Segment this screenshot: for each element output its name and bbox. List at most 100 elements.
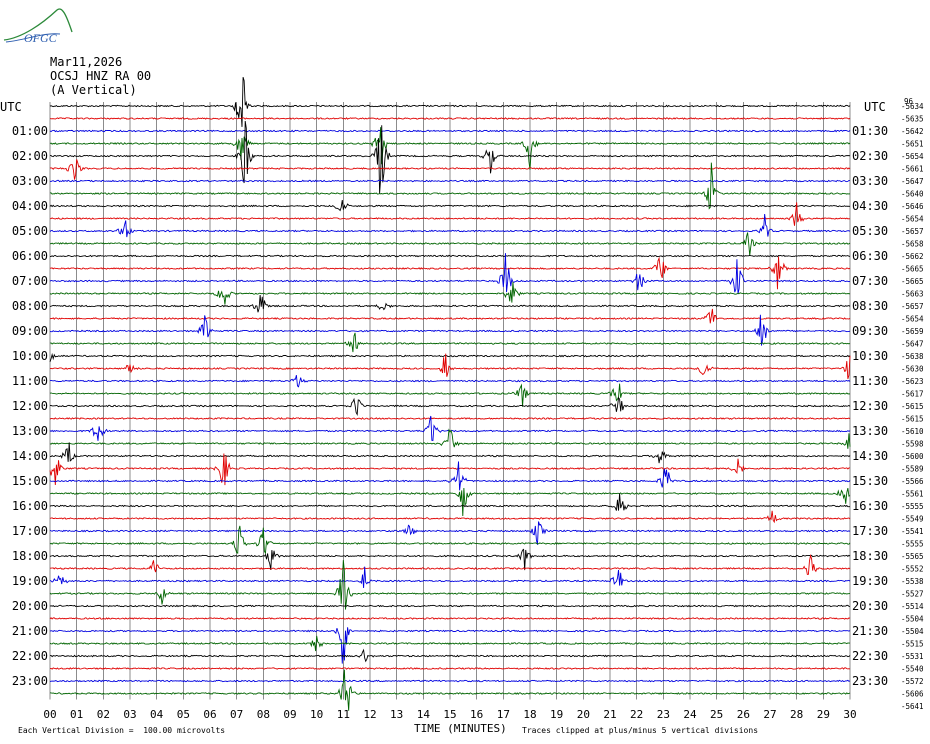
trace-line	[49, 129, 851, 133]
trace-line	[49, 253, 851, 295]
trace-offset-label: -5589	[901, 465, 924, 474]
hour-label-left: 09:00	[12, 324, 48, 338]
hour-label-right: 04:30	[852, 199, 888, 213]
trace-offset-label: -5538	[901, 577, 924, 586]
hour-label-right: 01:30	[852, 124, 888, 138]
trace-offset-label: -5617	[901, 390, 924, 399]
trace-offset-label: -5606	[901, 690, 924, 699]
hour-label-left: 10:00	[12, 349, 48, 363]
trace-line	[49, 566, 851, 589]
x-tick-label: 23	[657, 708, 670, 721]
trace-offset-label: -5654	[901, 315, 924, 324]
trace-offset-label: -5540	[901, 665, 924, 674]
clip-note: Traces clipped at plus/minus 5 vertical …	[522, 726, 759, 735]
trace-offset-label: -5641	[901, 702, 924, 711]
x-tick-label: 22	[630, 708, 643, 721]
trace-line	[49, 442, 851, 464]
hour-label-left: 05:00	[12, 224, 48, 238]
hour-label-right: 02:30	[852, 149, 888, 163]
hour-label-right: 12:30	[852, 399, 888, 413]
x-tick-label: 07	[230, 708, 243, 721]
trace-line	[49, 548, 851, 571]
x-tick-label: 13	[390, 708, 403, 721]
x-tick-label: 29	[817, 708, 830, 721]
trace-offset-label: -5647	[901, 340, 924, 349]
hour-label-left: 12:00	[12, 399, 48, 413]
x-tick-label: 17	[497, 708, 510, 721]
x-tick-label: 14	[417, 708, 431, 721]
scale-note: Each Vertical Division = 100.00 microvol…	[18, 726, 226, 735]
x-tick-label: 09	[283, 708, 296, 721]
hour-label-right: 22:30	[852, 649, 888, 663]
trace-offset-label: -5638	[901, 352, 924, 361]
hour-label-right: 06:30	[852, 249, 888, 263]
trace-offset-label: -5646	[901, 202, 924, 211]
trace-offset-label: -5527	[901, 590, 924, 599]
hour-label-right: 07:30	[852, 274, 888, 288]
hour-label-right: 14:30	[852, 449, 888, 463]
trace-line	[49, 396, 851, 416]
trace-offset-label: -5572	[901, 677, 924, 686]
trace-line	[49, 493, 850, 511]
hour-label-right: 10:30	[852, 349, 888, 363]
trace-offset-label: -5630	[901, 365, 924, 374]
trace-offset-label: -5615	[901, 402, 924, 411]
trace-line	[49, 635, 851, 652]
trace-line	[49, 120, 851, 194]
trace-offset-label: -5642	[901, 127, 924, 136]
x-tick-label: 24	[683, 708, 697, 721]
hour-label-left: 04:00	[12, 199, 48, 213]
trace-line	[49, 417, 851, 420]
utc-right-label: UTC	[864, 100, 886, 114]
trace-offset-label: -5657	[901, 227, 924, 236]
hour-label-left: 19:00	[12, 574, 48, 588]
trace-offset-label: -5658	[901, 240, 924, 249]
hour-label-right: 16:30	[852, 499, 888, 513]
x-tick-label: 27	[763, 708, 776, 721]
trace-offset-label: -5541	[901, 527, 924, 536]
x-tick-label: 26	[737, 708, 750, 721]
trace-offset-label: -5640	[901, 190, 924, 199]
ofgc-logo: OFGC	[3, 8, 73, 44]
hour-label-left: 22:00	[12, 649, 48, 663]
hour-label-left: 18:00	[12, 549, 48, 563]
hour-label-left: 07:00	[12, 274, 48, 288]
trace-line	[49, 375, 851, 388]
x-tick-label: 20	[577, 708, 590, 721]
hour-label-left: 08:00	[12, 299, 48, 313]
trace-offset-label: -5654	[901, 152, 924, 161]
station-label: OCSJ HNZ RA 00	[50, 69, 152, 83]
utc-left-label: UTC	[0, 100, 22, 114]
trace-line	[49, 627, 851, 664]
trace-offset-label: -5623	[901, 377, 924, 386]
hour-label-left: 13:00	[12, 424, 48, 438]
trace-line	[49, 294, 851, 313]
x-axis-title: TIME (MINUTES)	[414, 722, 507, 735]
trace-offset-label: -5600	[901, 452, 924, 461]
trace-offset-label: -5555	[901, 540, 924, 549]
hour-label-left: 16:00	[12, 499, 48, 513]
hour-label-left: 15:00	[12, 474, 48, 488]
trace-offset-label: -5552	[901, 565, 924, 574]
hour-label-right: 18:30	[852, 549, 888, 563]
trace-line	[49, 281, 851, 305]
trace-offset-label: -5635	[901, 115, 924, 124]
trace-offset-label: -5662	[901, 252, 924, 261]
trace-line	[49, 117, 851, 120]
axis-labels: 00 01 02 03 04 05 06 07 08 09 10 11 12 13 14 15 16 17 18 19…	[12, 97, 924, 721]
trace-offset-label: -5504	[901, 615, 924, 624]
hour-label-right: 09:30	[852, 324, 888, 338]
trace-line	[49, 679, 851, 683]
x-tick-label: 25	[710, 708, 723, 721]
trace-line	[49, 202, 851, 226]
trace-offset-label: -5665	[901, 265, 924, 274]
hour-label-left: 01:00	[12, 124, 48, 138]
hour-label-right: 21:30	[852, 624, 888, 638]
hour-label-left: 03:00	[12, 174, 48, 188]
trace-offset-label: -5663	[901, 290, 924, 299]
trace-offset-label: -5514	[901, 602, 924, 611]
hour-label-left: 20:00	[12, 599, 48, 613]
trace-line	[49, 352, 851, 362]
trace-line	[49, 232, 851, 256]
